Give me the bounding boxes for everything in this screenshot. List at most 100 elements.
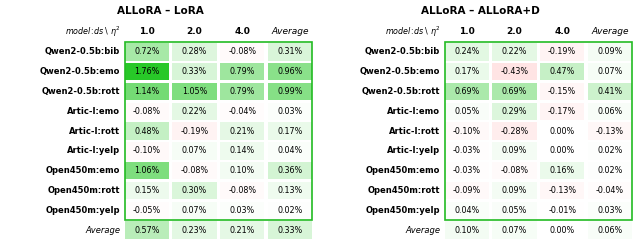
Text: -0.04%: -0.04% (228, 107, 256, 116)
Text: -0.09%: -0.09% (453, 186, 481, 195)
Text: 0.16%: 0.16% (550, 166, 575, 175)
Text: 0.69%: 0.69% (502, 87, 527, 96)
Text: 0.06%: 0.06% (597, 107, 623, 116)
Text: 0.00%: 0.00% (550, 146, 575, 156)
Bar (268, 202, 312, 219)
Text: 0.57%: 0.57% (134, 226, 160, 235)
Text: 0.04%: 0.04% (277, 146, 303, 156)
Bar (220, 102, 264, 120)
Bar (540, 221, 584, 239)
Bar (540, 182, 584, 199)
Text: Average: Average (271, 27, 308, 36)
Bar (445, 182, 489, 199)
Bar (125, 182, 169, 199)
Bar (268, 122, 312, 140)
Bar (172, 182, 217, 199)
Bar (588, 43, 632, 60)
Text: -0.43%: -0.43% (500, 67, 529, 76)
Text: 0.99%: 0.99% (277, 87, 303, 96)
Bar (220, 63, 264, 80)
Text: 0.36%: 0.36% (277, 166, 303, 175)
Bar (540, 43, 584, 60)
Text: Open450m:rott: Open450m:rott (367, 186, 440, 195)
Text: Qwen2-0.5b:bib: Qwen2-0.5b:bib (365, 47, 440, 56)
Bar (268, 221, 312, 239)
Text: 1.05%: 1.05% (182, 87, 207, 96)
Text: -0.08%: -0.08% (228, 186, 256, 195)
Text: 0.04%: 0.04% (454, 206, 479, 215)
Text: 0.09%: 0.09% (597, 47, 623, 56)
Text: Qwen2-0.5b:emo: Qwen2-0.5b:emo (360, 67, 440, 76)
Bar (588, 142, 632, 160)
Bar (172, 202, 217, 219)
Bar (220, 182, 264, 199)
Text: Artic-l:emo: Artic-l:emo (67, 107, 120, 116)
Text: -0.13%: -0.13% (596, 127, 624, 136)
Bar (492, 63, 537, 80)
Text: Open450m:rott: Open450m:rott (47, 186, 120, 195)
Text: 0.33%: 0.33% (182, 67, 207, 76)
Text: $model\!:\!ds\ \backslash\ \eta^2$: $model\!:\!ds\ \backslash\ \eta^2$ (65, 25, 121, 39)
Text: 0.22%: 0.22% (182, 107, 207, 116)
Bar (540, 63, 584, 80)
Text: 0.07%: 0.07% (502, 226, 527, 235)
Text: -0.08%: -0.08% (133, 107, 161, 116)
Text: 0.30%: 0.30% (182, 186, 207, 195)
Bar (540, 162, 584, 179)
Bar (125, 42, 312, 220)
Bar (125, 43, 169, 60)
Text: 0.21%: 0.21% (230, 127, 255, 136)
Bar (588, 83, 632, 100)
Bar (588, 221, 632, 239)
Text: -0.10%: -0.10% (133, 146, 161, 156)
Text: 0.24%: 0.24% (454, 47, 479, 56)
Bar (268, 43, 312, 60)
Bar (588, 102, 632, 120)
Text: 0.07%: 0.07% (182, 206, 207, 215)
Text: -0.03%: -0.03% (453, 166, 481, 175)
Text: 0.31%: 0.31% (277, 47, 303, 56)
Bar (540, 83, 584, 100)
Bar (492, 102, 537, 120)
Text: Average: Average (85, 226, 120, 235)
Text: 0.41%: 0.41% (597, 87, 623, 96)
Bar (125, 102, 169, 120)
Text: 0.33%: 0.33% (277, 226, 303, 235)
Bar (445, 122, 489, 140)
Text: 0.00%: 0.00% (550, 226, 575, 235)
Bar (268, 102, 312, 120)
Text: Open450m:yelp: Open450m:yelp (365, 206, 440, 215)
Text: -0.04%: -0.04% (596, 186, 624, 195)
Bar (125, 162, 169, 179)
Text: Qwen2-0.5b:emo: Qwen2-0.5b:emo (40, 67, 120, 76)
Text: 0.48%: 0.48% (134, 127, 159, 136)
Bar (125, 63, 169, 80)
Text: -0.03%: -0.03% (453, 146, 481, 156)
Text: 0.79%: 0.79% (229, 87, 255, 96)
Text: 0.22%: 0.22% (502, 47, 527, 56)
Text: 0.96%: 0.96% (277, 67, 303, 76)
Bar (445, 202, 489, 219)
Text: Open450m:yelp: Open450m:yelp (45, 206, 120, 215)
Bar (540, 202, 584, 219)
Bar (268, 162, 312, 179)
Text: -0.10%: -0.10% (453, 127, 481, 136)
Text: ALLoRA – ALLoRA+D: ALLoRA – ALLoRA+D (420, 6, 540, 16)
Text: 1.06%: 1.06% (134, 166, 159, 175)
Bar (220, 43, 264, 60)
Bar (492, 43, 537, 60)
Bar (125, 83, 169, 100)
Text: 4.0: 4.0 (554, 27, 570, 36)
Bar (125, 221, 169, 239)
Bar (492, 182, 537, 199)
Text: Open450m:emo: Open450m:emo (45, 166, 120, 175)
Bar (172, 83, 217, 100)
Text: 0.02%: 0.02% (597, 146, 623, 156)
Text: -0.08%: -0.08% (500, 166, 529, 175)
Bar (540, 122, 584, 140)
Text: 0.10%: 0.10% (454, 226, 479, 235)
Bar (172, 221, 217, 239)
Text: -0.17%: -0.17% (548, 107, 576, 116)
Bar (588, 122, 632, 140)
Text: 1.0: 1.0 (139, 27, 155, 36)
